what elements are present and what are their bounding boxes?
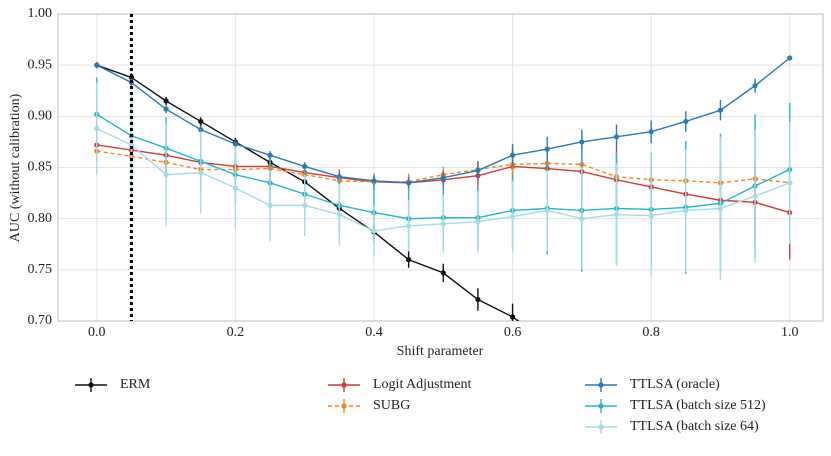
- data-point: [752, 83, 758, 89]
- x-tick-label: 0.8: [642, 325, 660, 340]
- data-point: [163, 172, 169, 178]
- data-point: [371, 178, 377, 184]
- data-point: [406, 180, 412, 186]
- plot-frame: [57, 13, 824, 322]
- legend-label: TTLSA (batch size 512): [630, 398, 766, 413]
- y-tick-label: 0.80: [28, 211, 53, 226]
- x-tick-label: 0.2: [227, 325, 245, 340]
- data-point: [232, 141, 238, 147]
- data-point: [613, 211, 620, 218]
- legend-marker: [341, 403, 347, 409]
- data-point: [475, 296, 481, 303]
- data-point: [302, 202, 308, 208]
- legend-label: TTLSA (batch size 64): [630, 419, 759, 434]
- plot-area: [94, 55, 793, 321]
- y-tick-label: 0.95: [28, 57, 53, 72]
- series-line: [96, 150, 790, 184]
- legend-label: SUBG: [373, 398, 410, 413]
- data-point: [683, 118, 689, 125]
- data-point: [579, 216, 585, 222]
- y-axis-label: AUC (without calibration): [8, 93, 23, 242]
- series-line: [96, 64, 520, 321]
- data-point: [509, 214, 516, 220]
- legend-label: Logit Adjustment: [373, 377, 472, 392]
- data-point: [406, 223, 412, 229]
- data-point: [475, 219, 481, 225]
- data-point: [198, 127, 204, 133]
- data-point: [475, 167, 481, 174]
- data-point: [752, 193, 758, 199]
- data-point: [267, 152, 273, 158]
- legend-marker: [598, 424, 604, 430]
- legend-label: ERM: [120, 377, 151, 392]
- data-point: [648, 212, 654, 219]
- x-tick-label: 0.0: [88, 325, 106, 340]
- legend-marker: [341, 382, 347, 388]
- data-point: [717, 205, 724, 212]
- x-tick-label: 0.4: [365, 325, 383, 340]
- x-axis-label: Shift parameter: [397, 344, 484, 359]
- y-tick-label: 1.00: [28, 6, 53, 21]
- legend-marker: [88, 382, 94, 388]
- data-point: [94, 62, 100, 68]
- data-point: [406, 257, 412, 263]
- legend-marker: [598, 382, 604, 388]
- data-point: [648, 129, 654, 135]
- data-point: [717, 107, 724, 113]
- data-point: [440, 221, 446, 227]
- data-point: [787, 180, 793, 186]
- data-point: [683, 207, 689, 214]
- data-point: [440, 270, 446, 276]
- data-point: [613, 134, 620, 140]
- data-point: [163, 106, 169, 112]
- y-tick-label: 0.85: [28, 160, 53, 175]
- y-tick-label: 0.70: [28, 313, 53, 328]
- data-point: [544, 146, 550, 152]
- x-tick-label: 0.6: [504, 325, 522, 340]
- legend-marker: [598, 403, 604, 409]
- data-point: [232, 185, 238, 191]
- data-point: [267, 202, 273, 208]
- data-point: [544, 207, 550, 214]
- data-point: [509, 152, 516, 158]
- data-point: [371, 228, 377, 234]
- data-point: [579, 139, 585, 145]
- data-point: [94, 126, 100, 132]
- data-point: [336, 211, 342, 218]
- x-tick-label: 1.0: [781, 325, 799, 340]
- data-point: [198, 118, 204, 125]
- data-point: [302, 163, 308, 170]
- data-point: [198, 170, 204, 176]
- data-point: [336, 174, 342, 180]
- data-point: [509, 314, 516, 320]
- y-tick-label: 0.90: [28, 109, 53, 124]
- data-point: [787, 55, 793, 61]
- y-tick-label: 0.75: [28, 262, 53, 277]
- data-point: [163, 98, 169, 104]
- data-point: [440, 175, 446, 181]
- legend-label: TTLSA (oracle): [630, 377, 720, 392]
